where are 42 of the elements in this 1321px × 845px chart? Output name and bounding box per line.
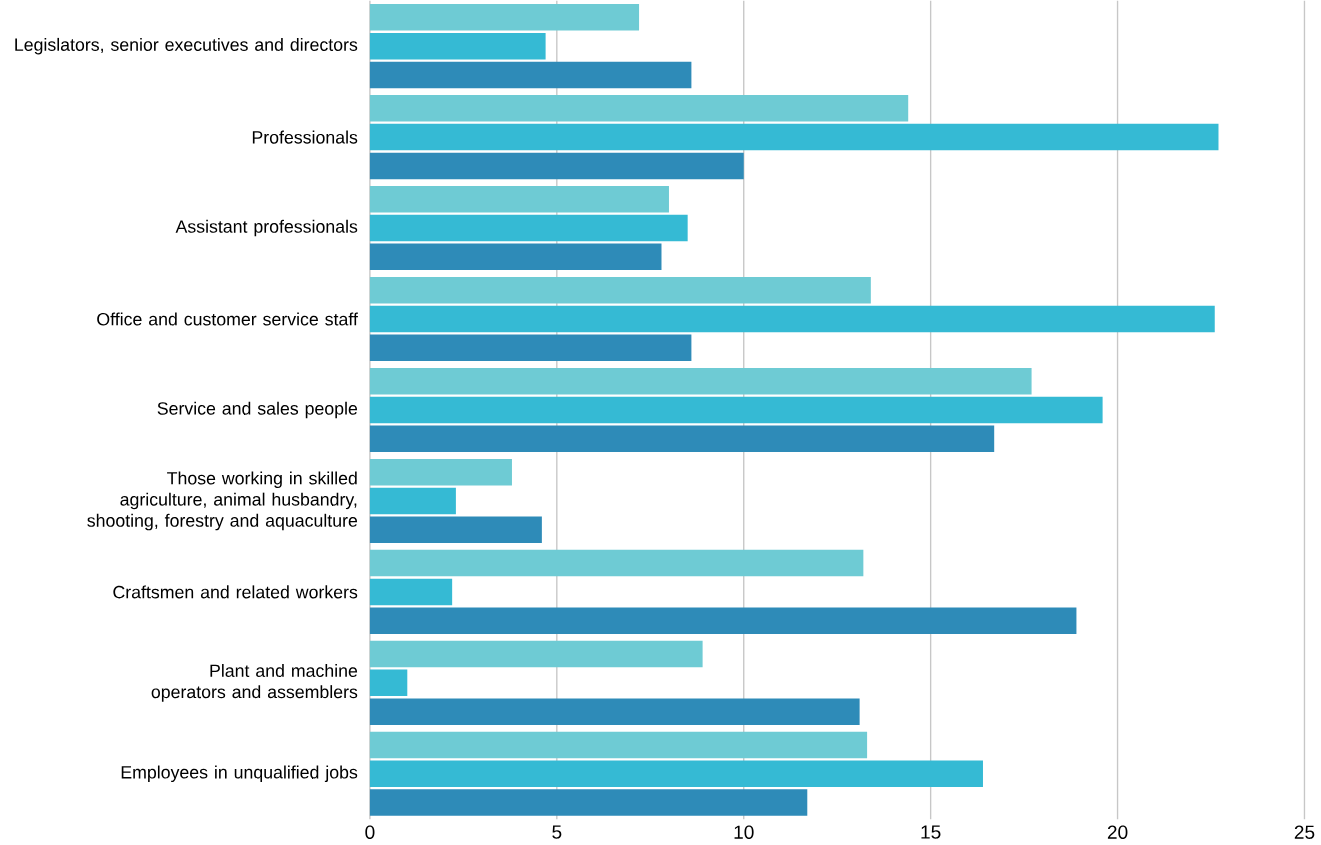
bar <box>369 458 512 486</box>
bar <box>369 277 871 304</box>
bar <box>369 669 408 697</box>
bar <box>369 640 703 668</box>
x-tick-label: 15 <box>921 825 941 839</box>
bar <box>369 186 669 213</box>
bar <box>369 789 808 816</box>
bar <box>369 760 983 788</box>
bar <box>369 214 688 242</box>
bar <box>369 123 1219 151</box>
x-tick-label: 25 <box>1294 825 1315 840</box>
bar <box>369 549 864 577</box>
y-tick-label: Craftsmen and related workers <box>113 585 358 599</box>
bar <box>369 4 640 31</box>
bar <box>369 334 692 362</box>
bar <box>369 516 542 544</box>
bar <box>369 61 692 89</box>
bar <box>369 578 453 606</box>
bar <box>369 607 1077 634</box>
bar <box>369 487 456 515</box>
y-tick-label: Employees in unqualified jobs <box>121 765 358 783</box>
bar <box>369 396 1103 424</box>
y-tick-label: Those working in skilled agriculture, animal husbandry, shooting, forestry and aquaculture <box>87 471 358 531</box>
bar <box>369 425 995 453</box>
y-tick-label: Plant and machine operators and assemblers <box>151 664 358 702</box>
x-tick-label: 20 <box>1107 825 1128 840</box>
y-tick-label: Legislators, senior executives and directors <box>15 37 358 55</box>
bar <box>369 305 1215 333</box>
bar <box>369 698 860 725</box>
bar <box>369 731 868 759</box>
x-tick-label: 0 <box>365 825 375 840</box>
y-tick-label: Service and sales people <box>157 401 358 419</box>
bar <box>369 95 909 122</box>
y-tick-label: Professionals <box>252 130 358 144</box>
y-tick-label: Office and customer service staff <box>97 312 358 326</box>
bar <box>369 32 546 60</box>
bar <box>369 367 1032 395</box>
x-tick-label: 5 <box>552 825 562 839</box>
x-tick-label: 10 <box>734 825 754 840</box>
bar <box>369 243 662 271</box>
y-tick-label: Assistant professionals <box>175 219 358 237</box>
bar <box>369 152 744 180</box>
